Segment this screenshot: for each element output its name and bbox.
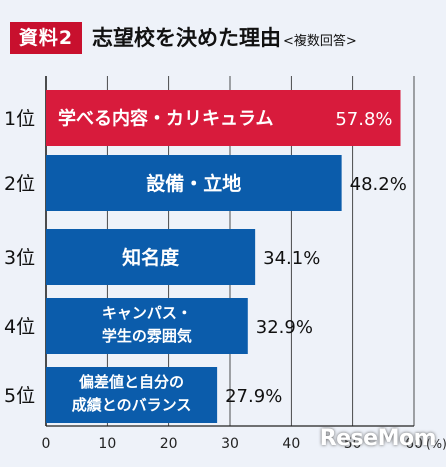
category-label: 偏差値と自分の — [79, 373, 184, 391]
x-tick-label: 10 — [98, 436, 116, 452]
figure-badge: 資料2 — [10, 22, 82, 54]
bar — [46, 367, 218, 423]
value-label: 48.2% — [350, 174, 407, 195]
category-label: 成績とのバランス — [72, 396, 192, 414]
rank-label: 1位 — [4, 108, 35, 130]
watermark-logo: ReseMom — [319, 426, 437, 451]
bar — [46, 229, 256, 285]
category-label: 学べる内容・カリキュラム — [58, 107, 273, 129]
category-label: 学生の雰囲気 — [102, 327, 192, 345]
chart-title-text: 志望校を決めた理由 — [92, 26, 281, 50]
x-tick-label: 30 — [221, 436, 239, 452]
value-label: 57.8% — [335, 109, 392, 130]
x-axis-unit: (%) — [426, 437, 446, 451]
bar — [46, 298, 248, 354]
rank-label: 5位 — [4, 385, 35, 407]
category-label: 設備・立地 — [146, 172, 241, 195]
category-label: 知名度 — [122, 246, 180, 269]
category-label: キャンパス・ — [102, 304, 192, 322]
bar — [46, 155, 342, 211]
chart-subtitle: <複数回答> — [283, 34, 357, 49]
x-tick-label: 40 — [282, 436, 300, 452]
rank-label: 4位 — [4, 316, 35, 338]
chart-title: 志望校を決めた理由 <複数回答> — [92, 24, 357, 56]
rank-label: 3位 — [4, 247, 35, 269]
bar — [46, 90, 401, 146]
value-label: 34.1% — [263, 248, 320, 269]
x-tick-label: 20 — [160, 436, 178, 452]
value-label: 32.9% — [256, 317, 313, 338]
x-tick-label: 60 — [405, 436, 423, 452]
x-tick-label: 0 — [42, 436, 51, 452]
x-tick-label: 50 — [344, 436, 362, 452]
value-label: 27.9% — [225, 386, 282, 407]
rank-label: 2位 — [4, 173, 35, 195]
